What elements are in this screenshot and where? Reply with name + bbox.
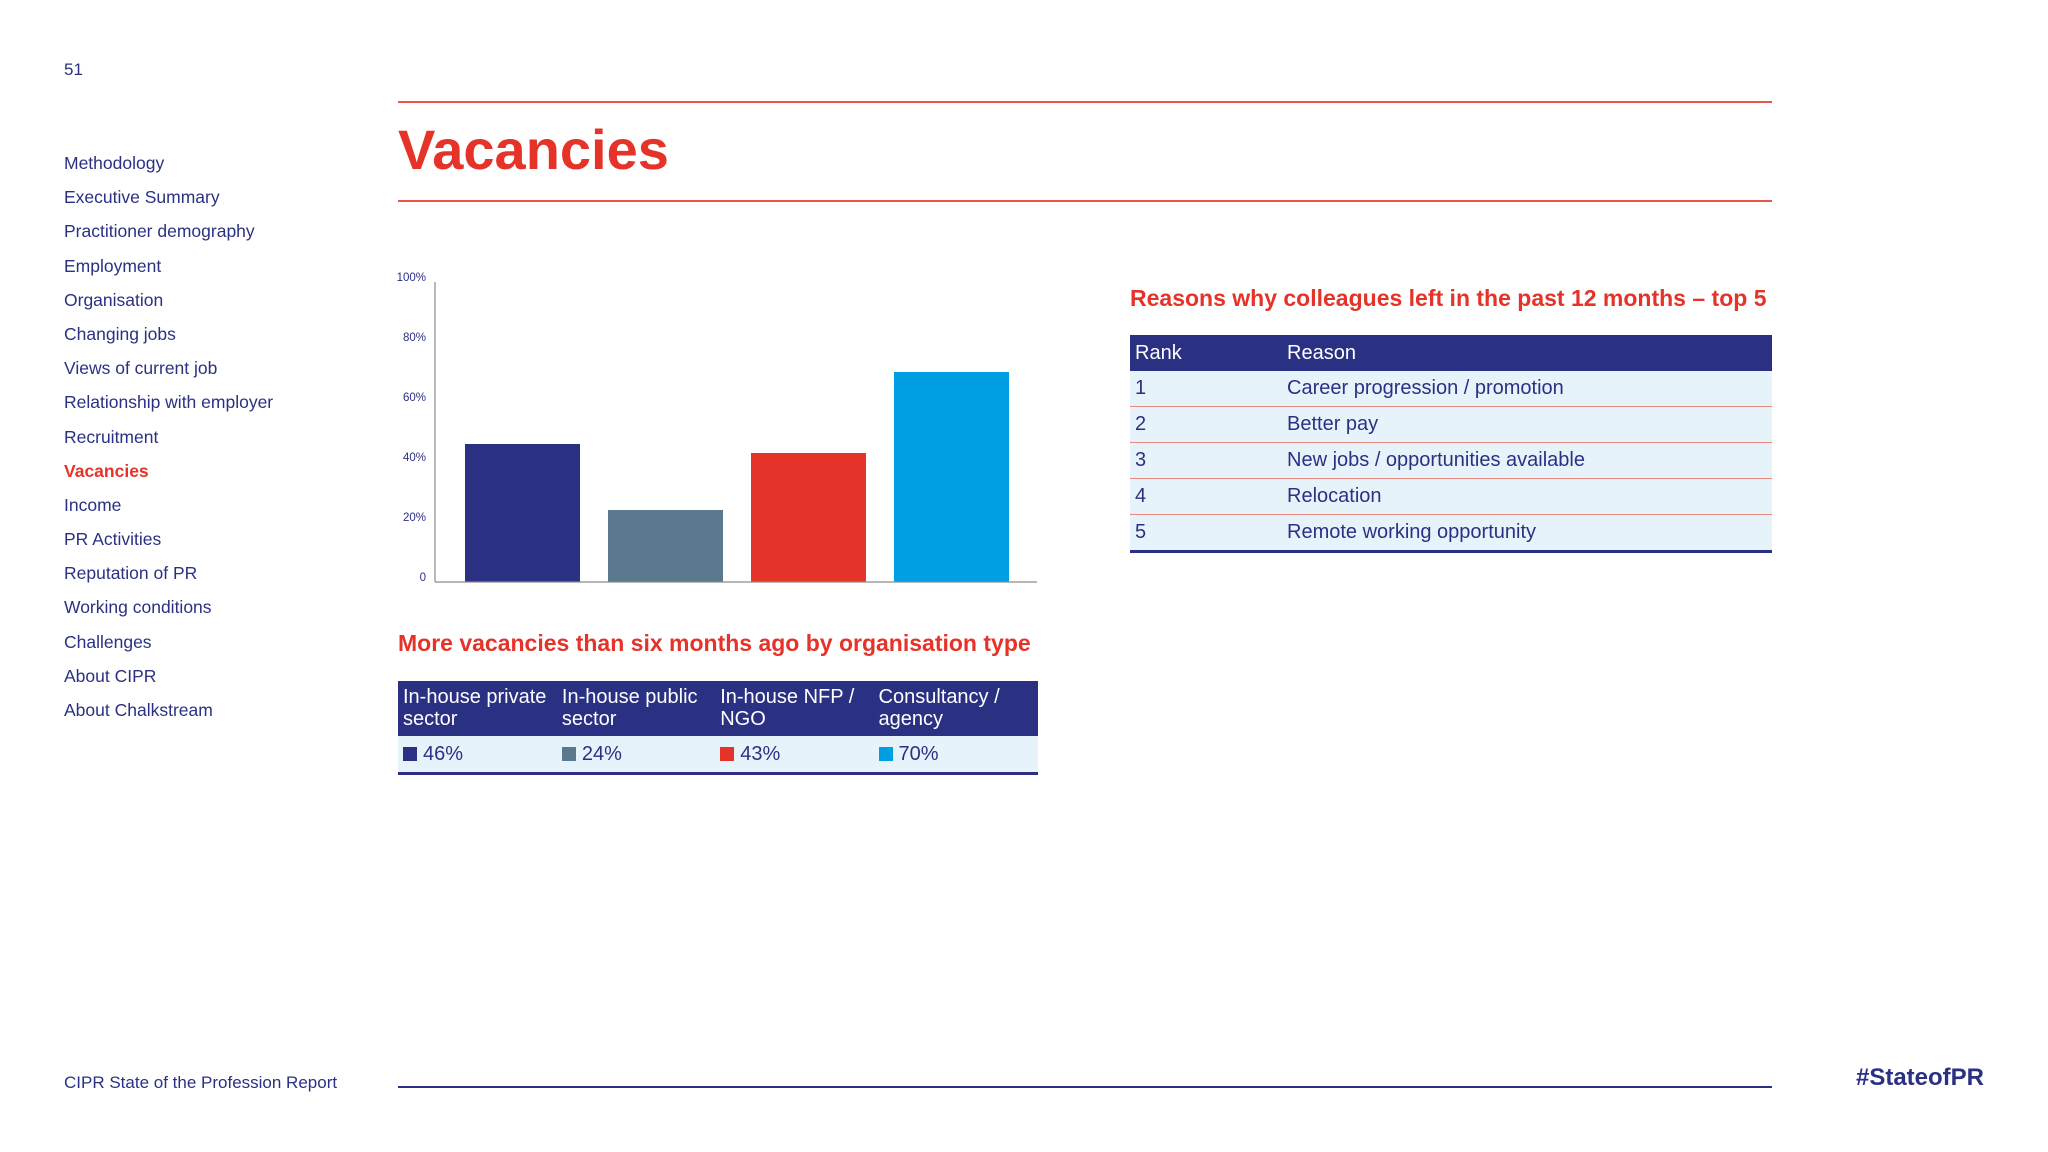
y-tick-label: 80% (403, 332, 426, 344)
private-swatch (403, 746, 417, 761)
y-tick-label: 40% (403, 452, 426, 464)
title-top-rule (398, 101, 1772, 103)
title-bottom-rule (398, 200, 1772, 202)
sidebar-item-about-cipr[interactable]: About CIPR (64, 665, 157, 686)
nfp-swatch (720, 746, 735, 761)
org-value-consultancy: 70% (898, 742, 939, 765)
sidebar-item-vacancies[interactable]: Vacancies (64, 460, 149, 481)
y-tick-label: 20% (403, 512, 426, 524)
org-value-private: 46% (423, 742, 464, 765)
consultancy-swatch (878, 746, 893, 761)
reason-cell: Remote working opportunity (1282, 514, 1772, 552)
table-row: 1 Career progression / promotion (1130, 371, 1772, 407)
y-axis-ticks: 0 20% 40% 60% 80% 100% (397, 272, 426, 584)
sidebar-item-methodology[interactable]: Methodology (64, 153, 165, 173)
reasons-table: Rank Reason 1 Career progression / promo… (1130, 335, 1772, 553)
table-row: 3 New jobs / opportunities available (1130, 442, 1772, 479)
page-title: Vacancies (398, 118, 669, 181)
y-tick-label: 0 (420, 572, 426, 584)
table-row: 5 Remote working opportunity (1130, 514, 1772, 552)
reason-cell: Relocation (1282, 478, 1772, 515)
rank-cell: 2 (1130, 406, 1282, 443)
sidebar-item-practitioner-demography[interactable]: Practitioner demography (64, 221, 255, 242)
sidebar-item-views-of-current-job[interactable]: Views of current job (64, 358, 218, 379)
org-header-consultancy: Consultancy / agency (873, 681, 1038, 736)
org-header-public: In-house public sector (556, 681, 716, 736)
reasons-header-row: Rank Reason (1130, 335, 1772, 371)
bar-4 (894, 372, 1009, 582)
org-value-cell: 46% (398, 736, 557, 774)
sidebar-item-reputation-of-pr[interactable]: Reputation of PR (64, 563, 198, 584)
page-number: 51 (64, 60, 83, 79)
bars (465, 372, 1009, 582)
header-reason: Reason (1282, 335, 1772, 371)
sidebar-item-relationship-with-employer[interactable]: Relationship with employer (64, 392, 274, 413)
reasons-title: Reasons why colleagues left in the past … (1130, 285, 1767, 311)
bar-3 (751, 453, 866, 582)
sidebar-item-changing-jobs[interactable]: Changing jobs (64, 323, 176, 344)
org-value-public: 24% (581, 742, 622, 765)
org-table-header-row: In-house private sector In-house public … (398, 681, 1038, 736)
rank-cell: 4 (1130, 478, 1282, 515)
org-value-cell: 24% (556, 736, 716, 774)
sidebar-nav: Methodology Executive Summary Practition… (64, 146, 364, 727)
org-value-cell: 70% (873, 736, 1038, 774)
sidebar-item-executive-summary[interactable]: Executive Summary (64, 187, 220, 208)
rank-cell: 5 (1130, 514, 1282, 552)
reason-cell: Better pay (1282, 406, 1772, 443)
hashtag: #StateofPR (1855, 1064, 1984, 1091)
sidebar-item-challenges[interactable]: Challenges (64, 631, 152, 652)
sidebar-item-employment[interactable]: Employment (64, 255, 162, 276)
rank-cell: 3 (1130, 442, 1282, 479)
vacancies-bar-chart: 0 20% 40% 60% 80% 100% (397, 272, 1037, 584)
reason-cell: Career progression / promotion (1282, 371, 1772, 407)
sidebar-item-income[interactable]: Income (64, 494, 122, 515)
rank-cell: 1 (1130, 371, 1282, 407)
table-row: 4 Relocation (1130, 478, 1772, 515)
sidebar-item-recruitment[interactable]: Recruitment (64, 426, 159, 447)
sidebar-item-pr-activities[interactable]: PR Activities (64, 529, 162, 550)
org-header-private: In-house private sector (398, 681, 557, 736)
footer-rule (398, 1086, 1772, 1088)
org-value-nfp: 43% (740, 742, 781, 765)
org-type-table: In-house private sector In-house public … (398, 681, 1038, 775)
chart-title: More vacancies than six months ago by or… (398, 630, 1031, 656)
sidebar-item-organisation[interactable]: Organisation (64, 289, 164, 310)
org-table-values-row: 46% 24% 43% 70% (398, 736, 1038, 774)
table-row: 2 Better pay (1130, 406, 1772, 443)
bar-1 (465, 444, 580, 582)
org-header-nfp: In-house NFP / NGO (715, 681, 874, 736)
public-swatch (561, 746, 576, 761)
y-tick-label: 100% (397, 272, 426, 284)
footer-report-title: CIPR State of the Profession Report (64, 1073, 338, 1092)
bar-2 (608, 510, 723, 582)
org-value-cell: 43% (715, 736, 874, 774)
header-rank: Rank (1130, 335, 1282, 371)
y-tick-label: 60% (403, 392, 426, 404)
reason-cell: New jobs / opportunities available (1282, 442, 1772, 479)
sidebar-item-about-chalkstream[interactable]: About Chalkstream (64, 700, 213, 720)
sidebar-item-working-conditions[interactable]: Working conditions (64, 597, 212, 618)
